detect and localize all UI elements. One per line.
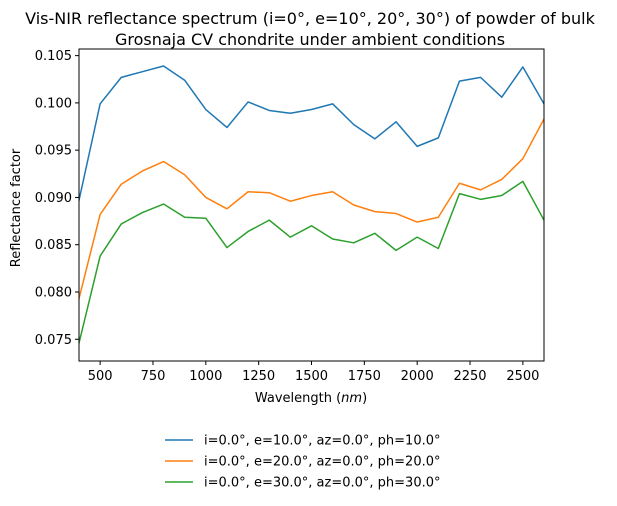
- x-tick-label: 1500: [295, 369, 328, 384]
- y-tick-label: 0.100: [35, 96, 72, 111]
- y-axis-ticks: 0.075 0.080 0.085 0.090 0.095 0.100 0.105: [35, 49, 79, 348]
- series-line-3: [79, 180, 544, 344]
- x-tick-label: 2250: [453, 369, 486, 384]
- series-line-1: [79, 65, 544, 202]
- chart-title-line-2: Grosnaja CV chondrite under ambient cond…: [115, 30, 505, 49]
- legend: i=0.0°, e=10.0°, az=0.0°, ph=10.0° i=0.0°…: [165, 434, 441, 491]
- x-axis-label-end: ): [362, 391, 367, 406]
- x-tick-label: 1250: [242, 369, 275, 384]
- chart-title: Vis-NIR reflectance spectrum (i=0°, e=10…: [25, 9, 595, 49]
- x-axis-label-unit: nm: [341, 391, 362, 406]
- legend-label: i=0.0°, e=10.0°, az=0.0°, ph=10.0°: [204, 434, 441, 449]
- y-tick-label: 0.080: [35, 285, 72, 300]
- legend-item: i=0.0°, e=20.0°, az=0.0°, ph=20.0°: [165, 455, 441, 470]
- x-axis-label-main: Wavelength (: [255, 391, 341, 406]
- chart-title-line-1: Vis-NIR reflectance spectrum (i=0°, e=10…: [25, 9, 595, 28]
- y-tick-label: 0.075: [35, 333, 72, 348]
- y-tick-label: 0.085: [35, 238, 72, 253]
- x-tick-label: 750: [141, 369, 166, 384]
- x-tick-label: 2000: [401, 369, 434, 384]
- x-axis-label: Wavelength (nm): [255, 391, 367, 406]
- series-line-2: [79, 117, 544, 300]
- plot-area-frame: [78, 48, 545, 362]
- legend-label: i=0.0°, e=30.0°, az=0.0°, ph=30.0°: [204, 476, 441, 491]
- y-axis-label: Reflectance factor: [9, 148, 24, 267]
- x-tick-label: 2500: [506, 369, 539, 384]
- y-tick-label: 0.090: [35, 191, 72, 206]
- y-tick-label: 0.095: [35, 144, 72, 159]
- plot-lines: [79, 65, 544, 344]
- legend-item: i=0.0°, e=10.0°, az=0.0°, ph=10.0°: [165, 434, 441, 449]
- x-tick-label: 500: [88, 369, 113, 384]
- x-axis-ticks: 500 750 1000 1250 1500 1750 2000 2250 2500: [88, 361, 539, 384]
- legend-label: i=0.0°, e=20.0°, az=0.0°, ph=20.0°: [204, 455, 441, 470]
- x-tick-label: 1000: [189, 369, 222, 384]
- y-tick-label: 0.105: [35, 49, 72, 64]
- x-tick-label: 1750: [348, 369, 381, 384]
- legend-item: i=0.0°, e=30.0°, az=0.0°, ph=30.0°: [165, 476, 441, 491]
